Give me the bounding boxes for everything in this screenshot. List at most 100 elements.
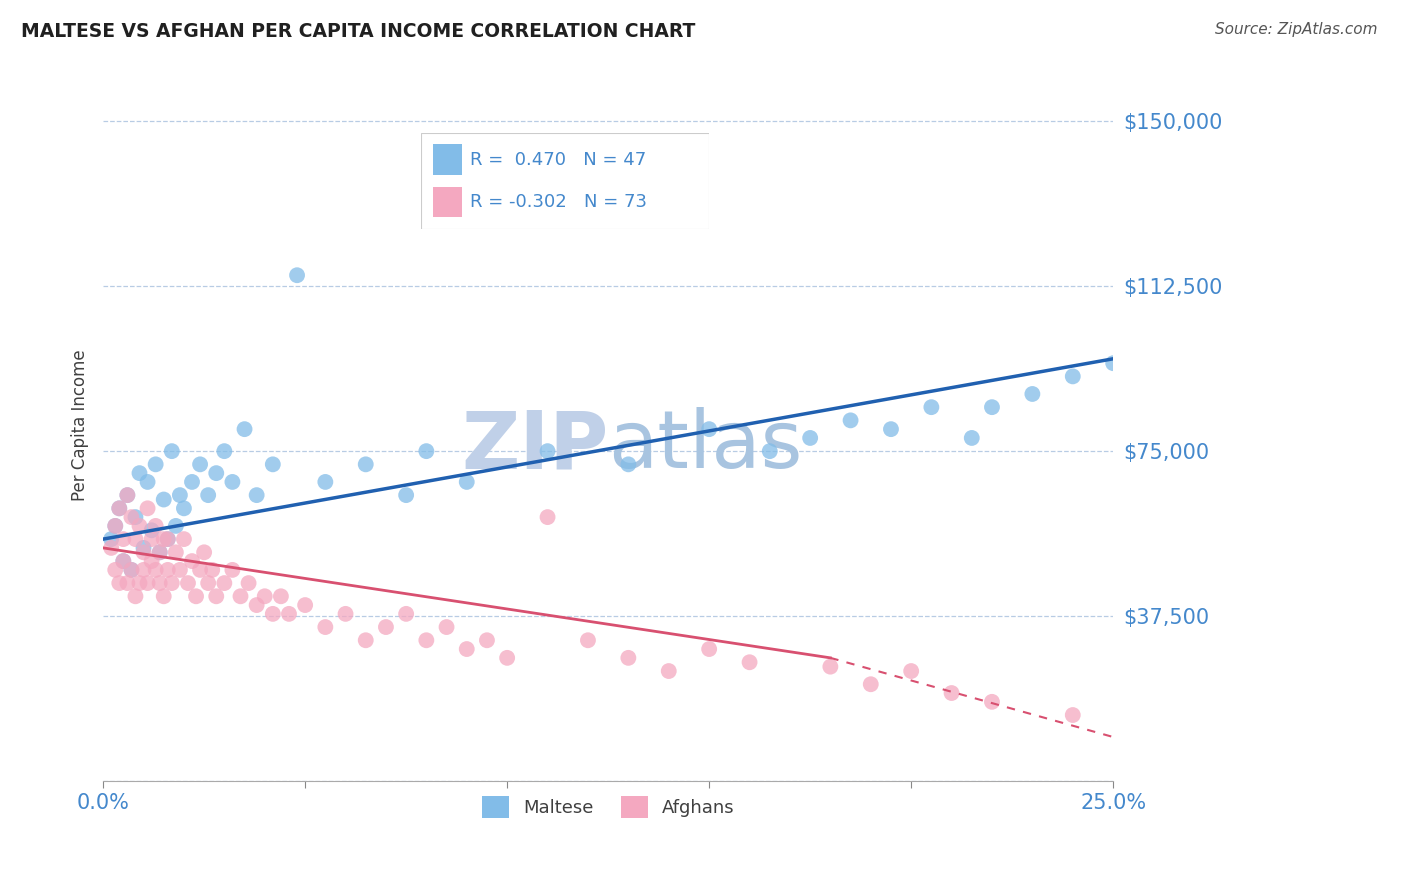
Point bbox=[246, 598, 269, 612]
Point bbox=[177, 576, 200, 591]
Point bbox=[181, 554, 204, 568]
Point bbox=[145, 563, 167, 577]
Point bbox=[173, 501, 195, 516]
Point bbox=[197, 488, 219, 502]
Point bbox=[576, 633, 599, 648]
Point bbox=[152, 589, 174, 603]
Point bbox=[758, 444, 780, 458]
Text: ZIP: ZIP bbox=[461, 407, 609, 485]
Point bbox=[335, 607, 357, 621]
Point bbox=[738, 655, 761, 669]
Point bbox=[536, 510, 558, 524]
Point bbox=[112, 554, 135, 568]
Point bbox=[128, 466, 150, 480]
Point bbox=[149, 545, 172, 559]
Point bbox=[536, 444, 558, 458]
Point bbox=[395, 607, 418, 621]
Point bbox=[314, 620, 336, 634]
Point bbox=[136, 576, 159, 591]
Point bbox=[152, 492, 174, 507]
Point bbox=[108, 501, 131, 516]
Point bbox=[395, 488, 418, 502]
Point bbox=[617, 651, 640, 665]
Point bbox=[141, 532, 163, 546]
Point bbox=[104, 519, 127, 533]
Point bbox=[181, 475, 204, 489]
Point bbox=[132, 545, 155, 559]
Point bbox=[1102, 356, 1125, 370]
Point bbox=[124, 589, 146, 603]
Point bbox=[214, 576, 236, 591]
Point bbox=[117, 576, 139, 591]
Point bbox=[1021, 387, 1043, 401]
Point bbox=[112, 554, 135, 568]
Point bbox=[201, 563, 224, 577]
Point bbox=[456, 475, 478, 489]
Point bbox=[124, 532, 146, 546]
Point bbox=[160, 576, 183, 591]
Point bbox=[136, 475, 159, 489]
Point bbox=[184, 589, 207, 603]
Point bbox=[169, 563, 191, 577]
Point bbox=[859, 677, 882, 691]
Point bbox=[205, 589, 228, 603]
Point bbox=[100, 532, 122, 546]
Point bbox=[941, 686, 963, 700]
Point bbox=[104, 563, 127, 577]
Point bbox=[108, 576, 131, 591]
Point bbox=[839, 413, 862, 427]
Point bbox=[354, 458, 377, 472]
Point bbox=[156, 563, 179, 577]
Point bbox=[156, 532, 179, 546]
Point bbox=[188, 458, 211, 472]
Point bbox=[120, 510, 142, 524]
Point bbox=[294, 598, 316, 612]
Point bbox=[141, 524, 163, 538]
Point bbox=[496, 651, 519, 665]
Point bbox=[697, 422, 720, 436]
Point bbox=[193, 545, 215, 559]
Point bbox=[128, 576, 150, 591]
Point bbox=[149, 545, 172, 559]
Point bbox=[475, 633, 498, 648]
Point bbox=[354, 633, 377, 648]
Point bbox=[799, 431, 821, 445]
Y-axis label: Per Capita Income: Per Capita Income bbox=[72, 349, 89, 500]
Point bbox=[456, 642, 478, 657]
Point bbox=[1062, 708, 1084, 723]
Point bbox=[658, 664, 681, 678]
Text: Source: ZipAtlas.com: Source: ZipAtlas.com bbox=[1215, 22, 1378, 37]
Point bbox=[262, 607, 284, 621]
Point bbox=[238, 576, 260, 591]
Point bbox=[415, 633, 437, 648]
Point bbox=[165, 545, 187, 559]
Point bbox=[188, 563, 211, 577]
Point bbox=[149, 576, 172, 591]
Point bbox=[112, 532, 135, 546]
Point bbox=[246, 488, 269, 502]
Point bbox=[156, 532, 179, 546]
Point bbox=[229, 589, 252, 603]
Point bbox=[120, 563, 142, 577]
Point bbox=[436, 620, 458, 634]
Point bbox=[120, 563, 142, 577]
Point bbox=[128, 519, 150, 533]
Point bbox=[270, 589, 292, 603]
Point bbox=[145, 458, 167, 472]
Point bbox=[136, 501, 159, 516]
Point bbox=[117, 488, 139, 502]
Text: atlas: atlas bbox=[609, 407, 803, 485]
Point bbox=[169, 488, 191, 502]
Point bbox=[820, 659, 842, 673]
Text: MALTESE VS AFGHAN PER CAPITA INCOME CORRELATION CHART: MALTESE VS AFGHAN PER CAPITA INCOME CORR… bbox=[21, 22, 696, 41]
Point bbox=[253, 589, 276, 603]
Point bbox=[100, 541, 122, 555]
Point bbox=[617, 458, 640, 472]
Point bbox=[132, 541, 155, 555]
Point bbox=[374, 620, 396, 634]
Point bbox=[165, 519, 187, 533]
Point bbox=[900, 664, 922, 678]
Point bbox=[173, 532, 195, 546]
Point bbox=[415, 444, 437, 458]
Point bbox=[152, 532, 174, 546]
